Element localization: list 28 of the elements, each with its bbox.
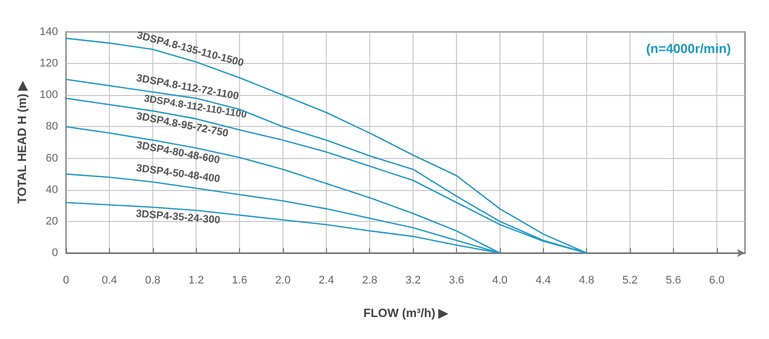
y-tick-label: 100 <box>40 89 58 102</box>
y-tick-label: 60 <box>46 152 58 164</box>
y-tick-label: 120 <box>40 58 58 70</box>
x-tick-label: 1.2 <box>188 274 204 286</box>
y-tick-label: 40 <box>46 184 58 196</box>
y-axis-title: TOTAL HEAD H (m) ▶ <box>15 80 29 204</box>
y-tick-label: 0 <box>52 247 58 259</box>
x-tick-label: 2.8 <box>362 274 378 286</box>
y-tick-label: 140 <box>40 26 58 38</box>
annotation: (n=4000r/min) <box>646 41 732 56</box>
x-tick-label: 4.4 <box>536 274 551 286</box>
x-tick-label: 4.8 <box>578 274 594 286</box>
x-tick-label: 0 <box>62 274 70 286</box>
x-axis-title: FLOW (m³/h) ▶ <box>363 306 449 320</box>
y-tick-label: 80 <box>46 120 58 133</box>
series-label: 3DSP4-35-24-300 <box>135 208 221 226</box>
text: 4.0 <box>492 274 508 286</box>
x-tick-label: 5.2 <box>622 274 638 286</box>
x-tick-label: 3.2 <box>405 274 421 286</box>
x-tick-label: 3.6 <box>448 274 464 286</box>
text: 2.0 <box>275 274 291 286</box>
x-tick-label: 1.6 <box>232 274 248 286</box>
x-tick-label: 5.6 <box>666 274 682 286</box>
text: 6.0 <box>709 274 724 286</box>
y-tick-label: 20 <box>46 215 58 228</box>
x-tick-label: 0.4 <box>102 274 118 286</box>
x-tick-label: 0.8 <box>145 274 160 286</box>
x-tick-label: 2.4 <box>318 274 334 286</box>
